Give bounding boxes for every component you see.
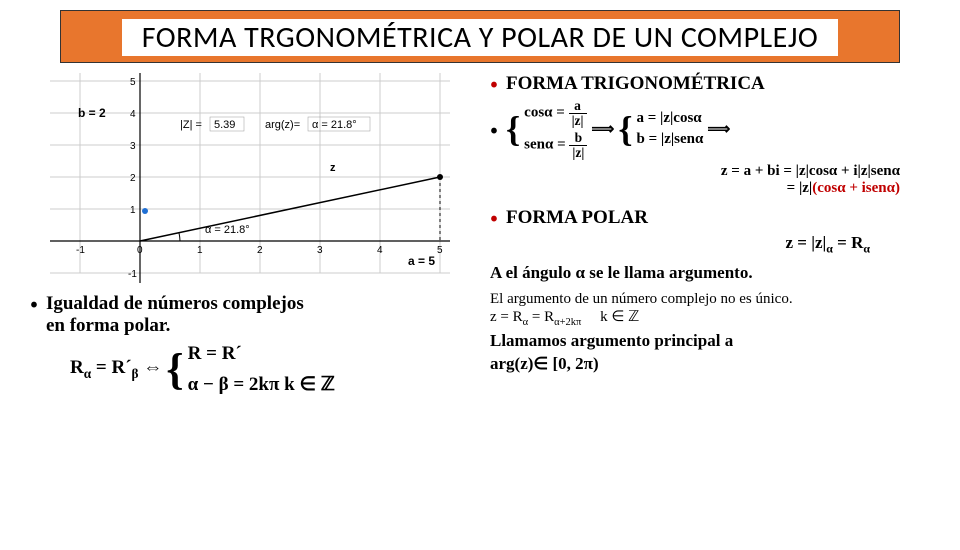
svg-text:arg(z)=: arg(z)=: [265, 119, 300, 131]
complex-plane-chart: 5 4 3 2 1 -1 -1 0 1 2 3 4 5 b = 2: [30, 73, 450, 283]
svg-text:4: 4: [130, 109, 136, 120]
svg-text:3: 3: [317, 245, 323, 256]
svg-text:α = 21.8°: α = 21.8°: [205, 224, 250, 236]
svg-text:5: 5: [130, 77, 136, 88]
bullet-icon: •: [30, 293, 38, 313]
svg-text:5.39: 5.39: [214, 119, 235, 131]
svg-text:5: 5: [437, 245, 443, 256]
svg-text:-1: -1: [76, 245, 85, 256]
svg-text:2: 2: [130, 173, 136, 184]
title-banner: FORMA TRGONOMÉTRICA Y POLAR DE UN COMPLE…: [60, 10, 900, 63]
svg-text:b = 2: b = 2: [78, 106, 106, 120]
z-expansion: z = a + bi = |z|cosα + i|z|senα = |z|(co…: [490, 163, 930, 197]
equality-heading-2: en forma polar.: [46, 315, 304, 337]
eq-top: R = R´: [188, 343, 335, 365]
svg-text:0: 0: [137, 245, 143, 256]
svg-text:-1: -1: [128, 269, 137, 280]
slide-title: FORMA TRGONOMÉTRICA Y POLAR DE UN COMPLE…: [142, 21, 819, 54]
principal-arg-range: arg(z)∈ [0, 2π): [490, 353, 930, 374]
svg-text:1: 1: [197, 245, 203, 256]
svg-text:α = 21.8°: α = 21.8°: [312, 119, 357, 131]
svg-text:|Z| =: |Z| =: [180, 119, 202, 131]
argument-note: El argumento de un número complejo no es…: [490, 290, 930, 309]
argument-def: A el ángulo α se le llama argumento.: [490, 262, 930, 283]
argument-periodicity: z = Rα = Rα+2kπ k ∈ ℤ: [490, 308, 930, 329]
equality-heading-1: Igualdad de números complejos: [46, 293, 304, 315]
svg-text:a = 5: a = 5: [408, 254, 435, 268]
svg-text:z: z: [330, 162, 336, 174]
equality-equation: Rα = R´β ⇔ { R = R´ α − β = 2kπ k ∈ ℤ: [70, 343, 470, 396]
trig-derivation: { cosα = a|z| senα = b|z| ⟹ { a = |z|cos…: [506, 99, 730, 159]
trig-heading: FORMA TRIGONOMÉTRICA: [506, 73, 765, 95]
bullet-icon: •: [490, 119, 498, 139]
eq-bot: α − β = 2kπ k ∈ ℤ: [188, 373, 335, 396]
bullet-icon: •: [490, 207, 498, 227]
polar-eq: z = |z|α = Rα: [490, 233, 930, 256]
svg-text:2: 2: [257, 245, 263, 256]
polar-heading: FORMA POLAR: [506, 207, 648, 229]
svg-text:3: 3: [130, 141, 136, 152]
svg-text:1: 1: [130, 205, 136, 216]
bullet-icon: •: [490, 73, 498, 93]
svg-text:4: 4: [377, 245, 383, 256]
principal-arg-label: Llamamos argumento principal a: [490, 330, 930, 351]
